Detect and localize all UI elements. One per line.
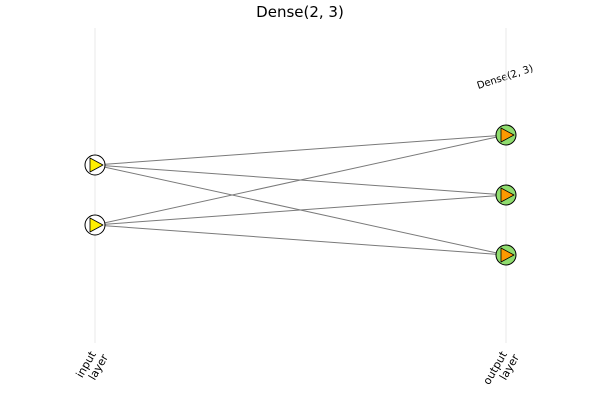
output-neuron bbox=[495, 124, 517, 146]
input-neuron bbox=[84, 214, 106, 236]
neuron-marker bbox=[500, 247, 515, 263]
diagram-title: Dense(2, 3) bbox=[256, 3, 344, 21]
connection-edge bbox=[94, 194, 507, 226]
neurons bbox=[84, 124, 517, 266]
output-neuron bbox=[495, 184, 517, 206]
output-layer-label: output layer bbox=[480, 346, 522, 393]
connection-edge bbox=[94, 134, 507, 226]
neuron-marker bbox=[500, 127, 515, 143]
connection-edge bbox=[94, 134, 507, 166]
input-neuron bbox=[84, 154, 106, 176]
neuron-marker bbox=[500, 187, 515, 203]
connection-edge bbox=[94, 224, 507, 256]
input-layer-label: input layer bbox=[73, 346, 111, 386]
neuron-marker bbox=[89, 157, 104, 173]
neuron-marker bbox=[89, 217, 104, 233]
layer-annotation: Dense(2, 3) bbox=[476, 63, 535, 92]
connections bbox=[94, 134, 507, 256]
output-neuron bbox=[495, 244, 517, 266]
